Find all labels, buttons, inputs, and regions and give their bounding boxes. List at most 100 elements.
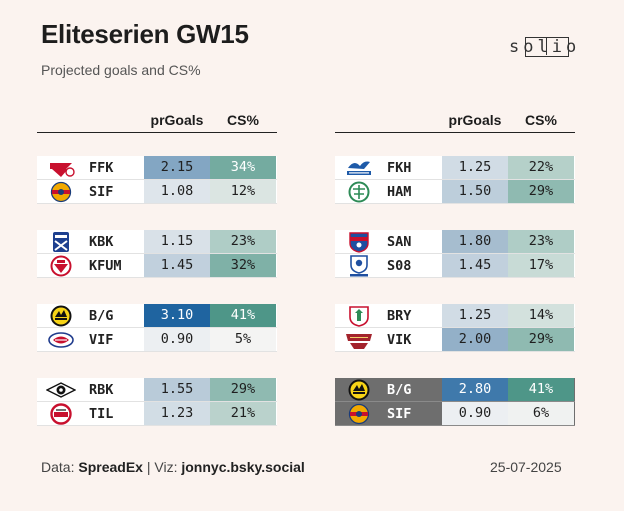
cs-cell: 5% bbox=[210, 328, 276, 351]
row-separator bbox=[335, 327, 575, 328]
cs-cell: 29% bbox=[508, 180, 574, 203]
row-separator bbox=[37, 351, 277, 352]
prgoals-cell: 1.15 bbox=[144, 230, 210, 253]
header-prgoals: prGoals bbox=[150, 112, 204, 128]
prgoals-cell: 1.50 bbox=[442, 180, 508, 203]
sandefjord-crest bbox=[349, 232, 369, 253]
team-abbreviation: FFK bbox=[89, 160, 114, 176]
cs-cell: 21% bbox=[210, 402, 276, 425]
team-row: B/G 3.10 41% bbox=[37, 304, 277, 328]
stromsgodset-crest bbox=[348, 403, 370, 425]
row-separator bbox=[37, 327, 277, 328]
team-row: S08 1.45 17% bbox=[335, 254, 575, 278]
viking-crest bbox=[346, 334, 372, 349]
row-separator bbox=[335, 351, 575, 352]
cs-cell: 29% bbox=[508, 328, 574, 351]
logo-midline bbox=[546, 37, 547, 55]
header-cs: CS% bbox=[525, 112, 557, 128]
header-rule bbox=[335, 132, 575, 133]
cs-cell: 6% bbox=[508, 402, 574, 425]
cs-cell: 12% bbox=[210, 180, 276, 203]
cs-cell: 41% bbox=[210, 304, 276, 327]
team-abbreviation: SIF bbox=[89, 184, 114, 200]
row-separator bbox=[335, 253, 575, 254]
team-row: VIK 2.00 29% bbox=[335, 328, 575, 352]
team-abbreviation: FKH bbox=[387, 160, 412, 176]
team-abbreviation: SAN bbox=[387, 234, 412, 250]
prgoals-cell: 1.80 bbox=[442, 230, 508, 253]
logo-frame bbox=[525, 37, 569, 57]
team-row: HAM 1.50 29% bbox=[335, 180, 575, 204]
team-row: BRY 1.25 14% bbox=[335, 304, 575, 328]
kristiansund-crest bbox=[53, 232, 69, 252]
chart-title: Eliteserien GW15 bbox=[41, 19, 249, 49]
row-separator bbox=[37, 179, 277, 180]
team-row: KBK 1.15 23% bbox=[37, 230, 277, 254]
team-abbreviation: BRY bbox=[387, 308, 412, 324]
featured-team-row: SIF 0.90 6% bbox=[335, 402, 575, 426]
prgoals-cell: 1.45 bbox=[442, 254, 508, 277]
team-row: RBK 1.55 29% bbox=[37, 378, 277, 402]
row-separator bbox=[335, 277, 575, 278]
bodo-glimt-crest bbox=[348, 379, 370, 401]
prgoals-cell: 2.00 bbox=[442, 328, 508, 351]
team-abbreviation: SIF bbox=[387, 406, 412, 422]
team-row: TIL 1.23 21% bbox=[37, 402, 277, 426]
footer-data-source: SpreadEx bbox=[78, 459, 143, 475]
stromsgodset-crest bbox=[50, 181, 72, 203]
prgoals-cell: 1.25 bbox=[442, 156, 508, 179]
row-separator bbox=[335, 179, 575, 180]
row-separator bbox=[37, 401, 277, 402]
logo-text: solio bbox=[509, 37, 581, 57]
cs-cell: 41% bbox=[508, 378, 574, 401]
header-rule bbox=[37, 132, 277, 133]
prgoals-cell: 1.23 bbox=[144, 402, 210, 425]
row-separator bbox=[335, 425, 575, 426]
footer-data-label: Data: bbox=[41, 459, 75, 475]
cs-cell: 22% bbox=[508, 156, 574, 179]
fredrikstad-crest bbox=[50, 163, 75, 177]
cs-cell: 32% bbox=[210, 254, 276, 277]
haugesund-crest bbox=[347, 161, 371, 175]
bryne-crest bbox=[349, 306, 369, 327]
row-separator bbox=[37, 203, 277, 204]
left-table: prGoals CS% FFK 2.15 34% SIF 1.08 12% KBK 1.15 2… bbox=[37, 112, 277, 426]
prgoals-cell: 1.45 bbox=[144, 254, 210, 277]
team-abbreviation: HAM bbox=[387, 184, 412, 200]
footer-viz-label: Viz: bbox=[154, 459, 178, 475]
cs-cell: 17% bbox=[508, 254, 574, 277]
prgoals-cell: 0.90 bbox=[144, 328, 210, 351]
prgoals-cell: 0.90 bbox=[442, 402, 508, 425]
right-table: prGoals CS% FKH 1.25 22% HAM 1.50 29% SAN 1.80 2… bbox=[335, 112, 575, 426]
cs-cell: 23% bbox=[508, 230, 574, 253]
footer-viz-author: jonnyc.bsky.social bbox=[181, 459, 305, 475]
prgoals-cell: 1.08 bbox=[144, 180, 210, 203]
team-row: FFK 2.15 34% bbox=[37, 156, 277, 180]
team-abbreviation: KBK bbox=[89, 234, 114, 250]
kfum-crest bbox=[50, 255, 72, 277]
cs-cell: 34% bbox=[210, 156, 276, 179]
team-row: VIF 0.90 5% bbox=[37, 328, 277, 352]
prgoals-cell: 2.80 bbox=[442, 378, 508, 401]
row-separator bbox=[37, 425, 277, 426]
tromso-crest bbox=[50, 403, 72, 425]
team-row: KFUM 1.45 32% bbox=[37, 254, 277, 278]
row-separator bbox=[37, 277, 277, 278]
solio-logo: solio bbox=[509, 36, 581, 58]
team-row: SIF 1.08 12% bbox=[37, 180, 277, 204]
bodo-glimt-crest bbox=[50, 305, 72, 327]
team-abbreviation: S08 bbox=[387, 258, 412, 274]
cs-cell: 23% bbox=[210, 230, 276, 253]
prgoals-cell: 2.15 bbox=[144, 156, 210, 179]
team-abbreviation: TIL bbox=[89, 406, 114, 422]
team-abbreviation: RBK bbox=[89, 382, 114, 398]
header-cs: CS% bbox=[227, 112, 259, 128]
row-separator bbox=[37, 253, 277, 254]
prgoals-cell: 1.25 bbox=[442, 304, 508, 327]
hamkam-crest bbox=[348, 181, 370, 203]
header-prgoals: prGoals bbox=[448, 112, 502, 128]
team-row: FKH 1.25 22% bbox=[335, 156, 575, 180]
cs-cell: 29% bbox=[210, 378, 276, 401]
team-abbreviation: B/G bbox=[387, 382, 412, 398]
footer-credits: Data: SpreadEx | Viz: jonnyc.bsky.social bbox=[41, 459, 305, 475]
